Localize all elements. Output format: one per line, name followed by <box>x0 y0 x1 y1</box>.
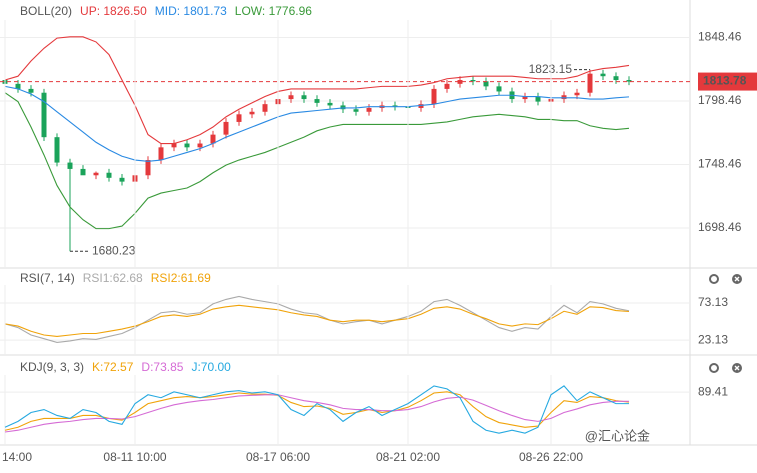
y-tick-label: 23.13 <box>698 332 728 346</box>
candle-body <box>28 88 34 93</box>
candle-body <box>145 160 151 176</box>
candle-body <box>67 162 73 169</box>
legend-item: RSI(7, 14) <box>20 271 75 285</box>
close-icon[interactable] <box>732 274 742 284</box>
candle-body <box>444 83 450 89</box>
y-tick-label: 1848.46 <box>698 30 742 44</box>
candle-body <box>522 96 528 100</box>
candle-body <box>314 99 320 103</box>
series-line <box>4 36 630 145</box>
series-line <box>4 304 630 338</box>
candle-body <box>418 104 424 108</box>
candle-body <box>470 80 476 82</box>
settings-icon[interactable] <box>709 363 719 373</box>
candle-body <box>262 104 268 112</box>
candle-body <box>15 83 21 89</box>
legend: KDJ(9, 3, 3) K:72.57 D:73.85 J:70.00 <box>20 360 231 374</box>
y-tick-label: 89.41 <box>698 384 728 398</box>
candle-body <box>587 73 593 93</box>
candle-body <box>626 80 632 82</box>
series-line <box>4 85 630 162</box>
candle-body <box>158 147 164 161</box>
candle-body <box>41 92 47 138</box>
legend-item: MID: 1801.73 <box>155 4 227 18</box>
y-tick-label: 1698.46 <box>698 220 742 234</box>
candle-body <box>483 81 489 87</box>
candle-body <box>301 95 307 100</box>
legend: BOLL(20) UP: 1826.50 MID: 1801.73 LOW: 1776… <box>20 4 312 18</box>
legend-item: UP: 1826.50 <box>80 4 147 18</box>
candle-body <box>353 109 359 112</box>
candle-body <box>80 168 86 176</box>
candle-body <box>600 73 606 77</box>
watermark: @汇心论金 <box>585 428 650 443</box>
legend-item: K:72.57 <box>92 360 134 374</box>
candle-body <box>93 172 99 176</box>
high-annotation: 1823.15 <box>529 62 573 76</box>
candle-body <box>210 134 216 144</box>
candle-body <box>535 96 541 102</box>
x-tick-label: 08-21 02:00 <box>376 450 440 464</box>
candle-body <box>496 86 502 92</box>
candle-body <box>574 92 580 96</box>
candle-body <box>288 95 294 100</box>
legend-item: KDJ(9, 3, 3) <box>20 360 84 374</box>
y-tick-label: 1748.46 <box>698 157 742 171</box>
candle-body <box>184 143 190 148</box>
x-tick-label: 08-26 22:00 <box>519 450 583 464</box>
candle-body <box>366 107 372 112</box>
legend-item: D:73.85 <box>141 360 183 374</box>
series-line <box>4 295 630 343</box>
y-tick-label: 1798.46 <box>698 93 742 107</box>
candle-body <box>119 177 125 182</box>
y-tick-label: 73.13 <box>698 295 728 309</box>
candle-body <box>249 111 255 115</box>
last-price-label: 1813.78 <box>703 74 747 88</box>
close-icon[interactable] <box>732 363 742 373</box>
series-line <box>4 385 629 434</box>
candle-body <box>197 143 203 148</box>
candle-body <box>236 114 242 122</box>
candle-body <box>457 80 463 84</box>
candle-body <box>171 143 177 148</box>
legend: RSI(7, 14) RSI1:62.68 RSI2:61.69 <box>20 271 211 285</box>
x-tick-label: 08-11 10:00 <box>103 450 166 464</box>
candle-body <box>613 76 619 81</box>
candle-body <box>54 137 60 163</box>
settings-icon[interactable] <box>709 274 719 284</box>
candle-body <box>392 105 398 107</box>
series-line <box>4 92 630 230</box>
candle-body <box>431 88 437 105</box>
candle-body <box>561 95 567 100</box>
legend-item: J:70.00 <box>191 360 231 374</box>
last-price-box <box>698 72 757 91</box>
x-tick-label: 08-17 06:00 <box>246 450 310 464</box>
candle-body <box>223 121 229 135</box>
low-annotation: 1680.23 <box>92 243 136 257</box>
legend-item: RSI1:62.68 <box>83 271 143 285</box>
candle-body <box>340 105 346 110</box>
legend-item: LOW: 1776.96 <box>235 4 312 18</box>
legend-item: BOLL(20) <box>20 4 72 18</box>
candle-body <box>327 102 333 106</box>
candle-body <box>106 172 112 178</box>
legend-item: RSI2:61.69 <box>151 271 211 285</box>
x-tick-label: 14:00 <box>2 450 32 464</box>
series-line <box>4 394 630 433</box>
